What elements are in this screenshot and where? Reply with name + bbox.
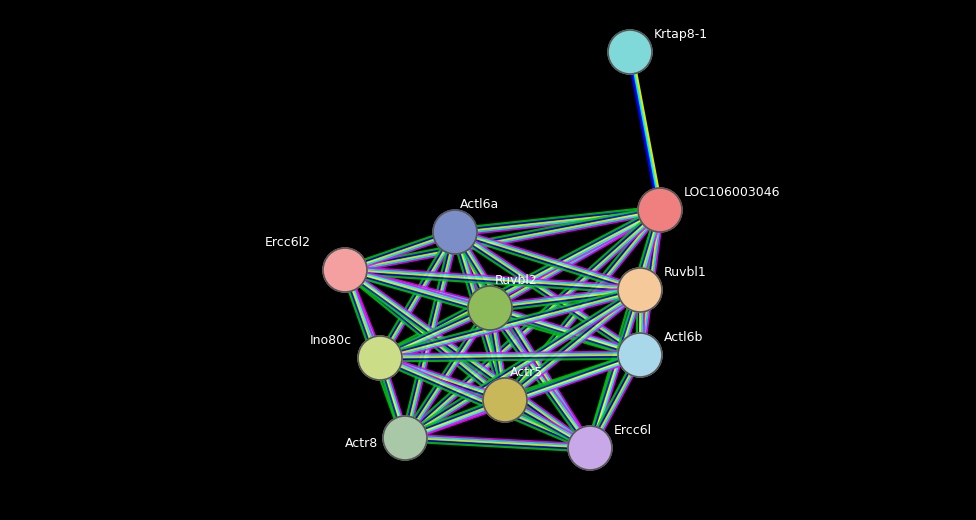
Circle shape	[608, 30, 652, 74]
Text: Actl6b: Actl6b	[664, 331, 704, 344]
Text: Ino80c: Ino80c	[310, 333, 352, 346]
Circle shape	[618, 333, 662, 377]
Text: Krtap8-1: Krtap8-1	[654, 28, 709, 41]
Text: Ruvbl2: Ruvbl2	[495, 274, 538, 287]
Circle shape	[483, 378, 527, 422]
Circle shape	[323, 248, 367, 292]
Circle shape	[383, 416, 427, 460]
Text: Ercc6l: Ercc6l	[614, 423, 652, 436]
Circle shape	[618, 268, 662, 312]
Text: Actl6a: Actl6a	[460, 198, 500, 211]
Text: Actr5: Actr5	[510, 366, 544, 379]
Text: Actr8: Actr8	[345, 436, 379, 449]
Circle shape	[638, 188, 682, 232]
Circle shape	[468, 286, 512, 330]
Circle shape	[433, 210, 477, 254]
Text: LOC106003046: LOC106003046	[684, 186, 781, 199]
Circle shape	[568, 426, 612, 470]
Circle shape	[358, 336, 402, 380]
Text: Ruvbl1: Ruvbl1	[664, 266, 707, 279]
Text: Ercc6l2: Ercc6l2	[265, 236, 311, 249]
